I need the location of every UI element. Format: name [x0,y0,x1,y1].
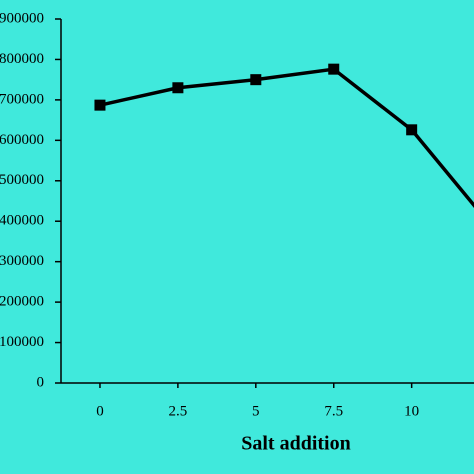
x-tick-label: 2.5 [169,403,188,419]
y-tick-label: 700000 [0,91,44,107]
x-tick-label: 0 [96,403,104,419]
x-axis-title: Salt addition [241,433,350,455]
data-point [328,63,340,75]
data-point [406,124,418,136]
y-tick-label: 200000 [0,294,44,310]
y-tick-label: 100000 [0,334,44,350]
data-point [172,82,184,94]
y-tick-label: 400000 [0,213,44,229]
y-tick-label: 600000 [0,132,44,148]
data-point [94,99,106,111]
y-tick-label: 800000 [0,51,44,67]
data-point [250,74,262,86]
x-tick-label: 5 [252,403,260,419]
data-line [99,67,474,208]
y-tick-label: 900000 [0,10,44,26]
y-tick-label: 500000 [0,172,44,188]
x-tick-label: 7.5 [324,403,343,419]
x-tick-label: 10 [404,403,419,419]
y-tick-label: 0 [37,374,45,390]
y-tick-label: 300000 [0,253,44,269]
